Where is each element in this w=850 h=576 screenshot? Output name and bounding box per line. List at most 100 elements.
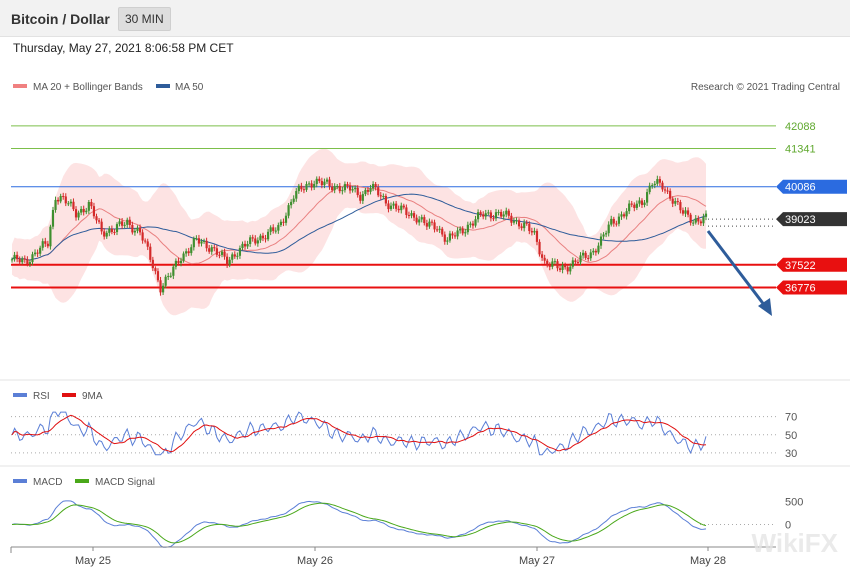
candle-body <box>387 203 390 210</box>
candle-body <box>110 228 113 232</box>
candle-body <box>620 214 623 217</box>
candle-body <box>692 222 695 224</box>
candle-body <box>612 218 615 224</box>
candle-body <box>594 250 597 253</box>
candle-body <box>213 247 216 249</box>
candle-body <box>254 238 257 244</box>
candle-body <box>459 228 462 231</box>
candle-body <box>338 185 341 192</box>
ma50-legend-label: MA 50 <box>175 82 204 93</box>
candle-body <box>438 228 441 230</box>
candle-body <box>525 222 528 224</box>
timestamp: Thursday, May 27, 2021 8:06:58 PM CET <box>13 41 234 55</box>
candle-body <box>190 247 193 254</box>
candle-body <box>115 224 119 233</box>
candle-body <box>515 220 518 222</box>
candle-body <box>290 201 293 206</box>
candle-body <box>18 259 21 263</box>
candle-body <box>502 214 505 217</box>
rsi-level-label-70: 70 <box>785 412 797 424</box>
rsi-level-label-30: 30 <box>785 448 797 460</box>
candle-body <box>182 253 185 261</box>
macd-level-label-0: 0 <box>785 519 791 531</box>
candle-body <box>131 225 134 233</box>
candle-body <box>561 265 564 270</box>
candle-body <box>269 227 272 232</box>
candle-body <box>538 241 541 255</box>
candle-body <box>369 188 372 192</box>
rsi-signal-legend-swatch <box>62 393 76 397</box>
level-label-39023: 39023 <box>785 214 816 226</box>
candle-body <box>441 228 444 235</box>
ma50-legend-swatch <box>156 84 170 88</box>
candle-body <box>558 268 562 270</box>
candle-body <box>264 238 267 240</box>
candle-body <box>592 250 595 253</box>
candle-body <box>702 216 705 224</box>
candle-body <box>233 254 236 257</box>
candle-body <box>656 179 659 184</box>
candle-body <box>564 265 567 268</box>
timeframe-badge[interactable]: 30 MIN <box>118 7 171 31</box>
candle-body <box>82 208 85 213</box>
x-label-3: May 28 <box>690 555 726 567</box>
candle-body <box>607 224 610 234</box>
candle-body <box>541 254 544 258</box>
macd-levels: 500 0 <box>700 497 803 531</box>
rsi-legend-label: RSI <box>33 391 50 402</box>
x-label-2: May 27 <box>519 555 555 567</box>
candle-body <box>597 245 600 253</box>
candle-body <box>44 241 47 244</box>
candle-body <box>123 224 126 226</box>
rsi-signal-legend-label: 9MA <box>82 391 103 402</box>
candle-body <box>599 236 603 246</box>
candle-body <box>523 222 526 229</box>
candle-body <box>261 235 265 239</box>
candle-body <box>343 184 347 191</box>
candle-body <box>571 260 574 267</box>
candle-body <box>356 187 359 196</box>
candle-body <box>615 223 618 225</box>
candle-body <box>400 205 403 211</box>
candle-body <box>628 203 631 212</box>
candle-body <box>185 251 188 254</box>
candle-body <box>28 262 32 264</box>
candle-body <box>653 183 656 186</box>
candle-body <box>223 251 226 257</box>
candle-body <box>164 276 167 286</box>
candle-body <box>284 215 288 223</box>
candle-body <box>382 195 385 197</box>
candle-body <box>218 254 221 256</box>
candle-body <box>476 212 480 220</box>
candle-body <box>249 237 252 245</box>
forecast-arrow-shaft <box>706 230 770 311</box>
candle-body <box>331 186 334 191</box>
candle-body <box>246 244 249 247</box>
macd-line <box>11 500 707 548</box>
candle-body <box>517 220 521 227</box>
candle-body <box>236 255 239 257</box>
candle-body <box>359 195 362 201</box>
candle-body <box>699 221 702 224</box>
macd-legend-swatch <box>13 479 27 483</box>
candle-body <box>202 240 206 242</box>
candle-body <box>569 266 572 272</box>
candle-body <box>205 240 208 249</box>
candle-body <box>41 241 44 248</box>
macd-level-label-500: 500 <box>785 497 803 509</box>
candle-body <box>59 196 62 202</box>
candle-body <box>581 252 585 256</box>
candle-body <box>694 218 697 223</box>
candle-body <box>351 189 354 191</box>
candle-body <box>49 226 52 247</box>
candle-body <box>684 210 687 214</box>
candle-body <box>418 219 421 223</box>
candle-body <box>425 223 428 227</box>
candle-body <box>77 212 80 218</box>
candle-body <box>177 260 180 264</box>
candle-body <box>520 226 523 229</box>
candle-body <box>277 225 280 231</box>
candle-body <box>402 205 405 208</box>
candle-body <box>21 258 24 263</box>
candle-body <box>494 212 498 219</box>
